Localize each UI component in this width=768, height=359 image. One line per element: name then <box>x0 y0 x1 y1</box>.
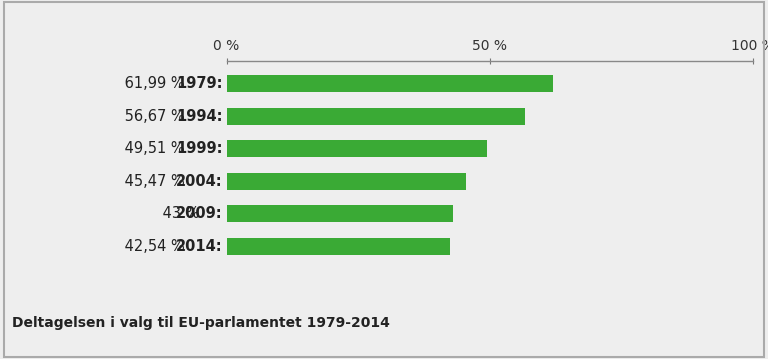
Text: 2009:: 2009: <box>176 206 223 222</box>
Text: 49,51 %: 49,51 % <box>120 141 184 157</box>
Bar <box>227 205 453 222</box>
Text: 2004:: 2004: <box>176 174 223 189</box>
Bar <box>227 140 487 157</box>
Text: 61,99 %: 61,99 % <box>120 76 184 91</box>
Text: 1999:: 1999: <box>176 141 223 157</box>
Bar <box>227 173 465 190</box>
Text: 1979:: 1979: <box>176 76 223 91</box>
Text: 43 %: 43 % <box>157 206 199 222</box>
Bar <box>227 75 553 92</box>
Bar <box>227 108 525 125</box>
Text: 42,54 %: 42,54 % <box>120 239 184 254</box>
Text: 2014:: 2014: <box>176 239 223 254</box>
Bar <box>227 238 450 255</box>
Text: 45,47 %: 45,47 % <box>120 174 184 189</box>
Text: Deltagelsen i valg til EU-parlamentet 1979-2014: Deltagelsen i valg til EU-parlamentet 19… <box>12 316 389 330</box>
Text: 1994:: 1994: <box>176 109 223 124</box>
Text: 56,67 %: 56,67 % <box>120 109 184 124</box>
